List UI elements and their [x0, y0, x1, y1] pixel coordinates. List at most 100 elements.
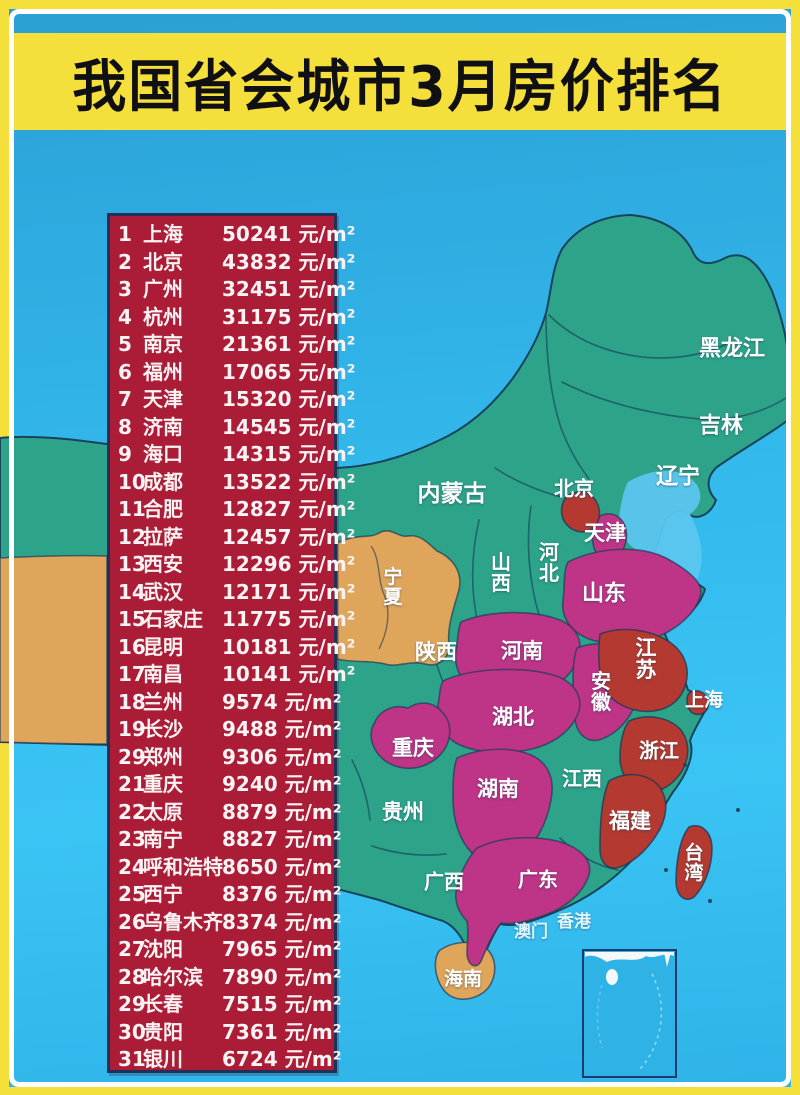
magenta-provinces: [370, 513, 702, 967]
list-item: 10 成都 13522 元/m²: [110, 469, 355, 497]
rank-number: 28: [118, 964, 146, 989]
price-value: 12457 元/m²: [222, 524, 356, 549]
list-item: 29 长春 7515 元/m²: [110, 991, 342, 1019]
city-name: 重庆: [143, 772, 183, 796]
list-item: 15 石家庄 11775 元/m²: [110, 606, 355, 634]
price-value: 7515 元/m²: [222, 992, 342, 1016]
price-value: 14315 元/m²: [222, 442, 356, 466]
price-value: 6724 元/m²: [222, 1047, 342, 1071]
south-china-sea-inset: [582, 949, 677, 1078]
city-name: 哈尔滨: [143, 964, 203, 989]
list-item: 31 银川 6724 元/m²: [110, 1046, 342, 1074]
rank-number: 22: [118, 799, 146, 824]
rank-number: 31: [118, 1047, 146, 1071]
list-item: 24 呼和浩特 8650 元/m²: [110, 854, 342, 882]
list-item: 16 昆明 10181 元/m²: [110, 634, 355, 662]
rank-number: 29: [118, 992, 146, 1016]
city-name: 呼和浩特: [143, 854, 223, 879]
rank-number: 15: [118, 607, 146, 631]
rank-number: 30: [118, 1019, 146, 1044]
rank-number: 14: [118, 579, 146, 604]
list-item: 18 兰州 9574 元/m²: [110, 689, 342, 717]
rank-number: 6: [118, 359, 132, 384]
rank-number: 11: [118, 497, 146, 521]
list-item: 8 济南 14545 元/m²: [110, 414, 355, 442]
price-value: 8879 元/m²: [222, 799, 342, 824]
rank-number: 4: [118, 304, 132, 329]
price-value: 10181 元/m²: [222, 634, 356, 659]
city-name: 郑州: [143, 744, 183, 769]
price-value: 21361 元/m²: [222, 332, 356, 356]
city-name: 拉萨: [143, 524, 183, 549]
list-item: 28 哈尔滨 7890 元/m²: [110, 964, 342, 992]
price-value: 9488 元/m²: [222, 717, 342, 741]
page-title: 我国省会城市3月房价排名: [72, 53, 728, 120]
city-name: 贵阳: [143, 1019, 183, 1044]
city-name: 广州: [143, 277, 183, 301]
price-value: 8827 元/m²: [222, 827, 342, 851]
rank-number: 12: [118, 524, 146, 549]
list-item: 23 南宁 8827 元/m²: [110, 826, 342, 854]
list-item: 27 沈阳 7965 元/m²: [110, 936, 342, 964]
city-name: 杭州: [143, 304, 183, 329]
city-name: 西宁: [143, 882, 183, 906]
rank-number: 29: [118, 744, 146, 769]
rank-number: 16: [118, 634, 146, 659]
city-name: 银川: [143, 1047, 183, 1071]
price-value: 12296 元/m²: [222, 552, 356, 576]
rank-number: 26: [118, 909, 146, 934]
price-value: 43832 元/m²: [222, 249, 356, 274]
rank-number: 10: [118, 469, 146, 494]
rank-number: 8: [118, 414, 132, 439]
rank-number: 3: [118, 277, 132, 301]
list-item: 25 西宁 8376 元/m²: [110, 881, 342, 909]
city-name: 南京: [143, 332, 183, 356]
list-item: 19 长沙 9488 元/m²: [110, 716, 342, 744]
rank-number: 21: [118, 772, 146, 796]
list-item: 7 天津 15320 元/m²: [110, 386, 355, 414]
city-name: 昆明: [143, 634, 183, 659]
city-name: 福州: [143, 359, 183, 384]
city-name: 乌鲁木齐: [143, 909, 223, 934]
red-provinces: [560, 491, 713, 901]
list-item: 14 武汉 12171 元/m²: [110, 579, 355, 607]
rank-number: 7: [118, 387, 132, 411]
price-value: 8374 元/m²: [222, 909, 342, 934]
city-name: 济南: [143, 414, 183, 439]
list-item: 26 乌鲁木齐 8374 元/m²: [110, 909, 342, 937]
city-name: 成都: [143, 469, 183, 494]
rank-number: 5: [118, 332, 132, 356]
rank-number: 24: [118, 854, 146, 879]
small-islands: [664, 763, 740, 903]
price-value: 9240 元/m²: [222, 772, 342, 796]
city-name: 兰州: [143, 689, 183, 714]
city-name: 合肥: [143, 497, 183, 521]
city-name: 石家庄: [143, 607, 203, 631]
list-item: 1 上海 50241 元/m²: [110, 221, 355, 249]
city-name: 北京: [143, 249, 183, 274]
rank-number: 23: [118, 827, 146, 851]
list-item: 22 太原 8879 元/m²: [110, 799, 342, 827]
price-value: 9306 元/m²: [222, 744, 342, 769]
list-item: 30 贵阳 7361 元/m²: [110, 1019, 342, 1047]
rank-number: 17: [118, 662, 146, 686]
rank-number: 9: [118, 442, 132, 466]
rank-number: 27: [118, 937, 146, 961]
city-name: 南宁: [143, 827, 183, 851]
list-item: 2 北京 43832 元/m²: [110, 249, 355, 277]
list-item: 4 杭州 31175 元/m²: [110, 304, 355, 332]
city-name: 西安: [143, 552, 183, 576]
city-name: 上海: [143, 222, 183, 246]
list-item: 9 海口 14315 元/m²: [110, 441, 355, 469]
title-banner: 我国省会城市3月房价排名: [14, 33, 786, 130]
city-name: 太原: [143, 799, 183, 824]
city-name: 长春: [143, 992, 183, 1016]
list-item: 21 重庆 9240 元/m²: [110, 771, 342, 799]
price-value: 11775 元/m²: [222, 607, 356, 631]
price-value: 31175 元/m²: [222, 304, 356, 329]
list-item: 17 南昌 10141 元/m²: [110, 661, 355, 689]
price-value: 7361 元/m²: [222, 1019, 342, 1044]
price-value: 17065 元/m²: [222, 359, 356, 384]
city-name: 海口: [143, 442, 183, 466]
